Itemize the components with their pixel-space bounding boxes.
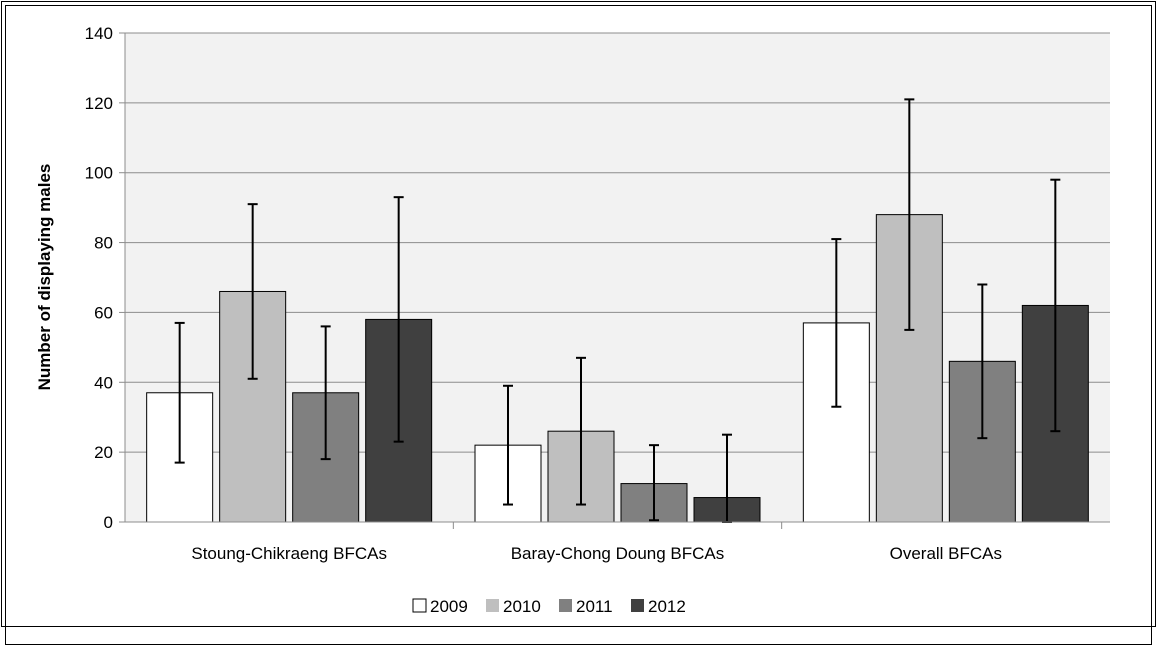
y-tick-label: 120 bbox=[85, 94, 113, 113]
x-category-label: Overall BFCAs bbox=[890, 544, 1002, 563]
y-tick-label: 140 bbox=[85, 24, 113, 43]
y-tick-label: 100 bbox=[85, 164, 113, 183]
error-bars bbox=[174, 98, 1061, 523]
y-tick-label: 20 bbox=[94, 443, 113, 462]
plot-area bbox=[125, 33, 1110, 522]
y-axis-label: Number of displaying males bbox=[35, 164, 54, 391]
bar-chart: 0 20 40 60 80 100 120 140 Stoung-Chikraeng BFCA… bbox=[35, 24, 1110, 616]
y-tick-label: 0 bbox=[104, 513, 113, 532]
legend-label-2010: 2010 bbox=[503, 597, 541, 616]
legend-label-2011: 2011 bbox=[576, 597, 613, 616]
outer-frame bbox=[1, 1, 1156, 627]
gridlines bbox=[125, 32, 1110, 453]
y-tick-label: 60 bbox=[94, 303, 113, 322]
x-axis: Stoung-Chikraeng BFCAs Baray-Chong Doung … bbox=[124, 33, 1110, 563]
legend: 2009 2010 2011 2012 bbox=[412, 597, 686, 616]
y-tick-label: 40 bbox=[94, 373, 113, 392]
y-tick-label: 80 bbox=[94, 234, 113, 253]
legend-label-2012: 2012 bbox=[648, 597, 686, 616]
x-category-label: Baray-Chong Doung BFCAs bbox=[511, 544, 725, 563]
legend-swatch-2012 bbox=[631, 599, 644, 612]
legend-label-2009: 2009 bbox=[430, 597, 468, 616]
legend-swatch-2009 bbox=[412, 598, 427, 613]
x-category-label: Stoung-Chikraeng BFCAs bbox=[191, 544, 387, 563]
legend-swatch-2011 bbox=[559, 599, 572, 612]
legend-swatch-2010 bbox=[486, 599, 499, 612]
y-axis-ticks: 0 20 40 60 80 100 120 140 bbox=[85, 24, 125, 532]
